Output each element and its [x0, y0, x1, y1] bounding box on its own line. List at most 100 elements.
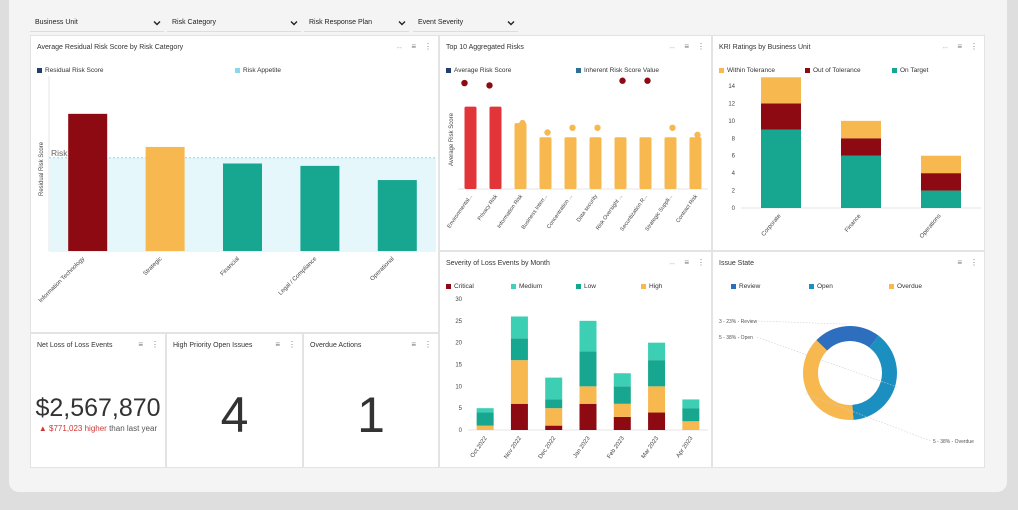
x-tick-label: Feb 2023	[606, 435, 626, 460]
filter-icon[interactable]: ≡	[684, 258, 689, 267]
panel-top10-risks: Top 10 Aggregated Risks ↔ ≡ ⋮ Average Risk…	[439, 35, 712, 251]
bar-segment	[841, 120, 881, 139]
x-tick-label: Finance	[844, 213, 863, 234]
expand-icon[interactable]: ↔	[395, 42, 404, 51]
bar-segment	[682, 408, 700, 422]
expand-icon[interactable]: ↔	[668, 42, 677, 51]
change-delta: ▲ $771,023 higher	[38, 424, 107, 433]
filter-label: Risk Response Plan	[309, 19, 373, 26]
y-tick-label: 20	[455, 341, 462, 347]
more-options-icon[interactable]: ⋮	[424, 340, 432, 349]
more-options-icon[interactable]: ⋮	[697, 258, 705, 267]
legend-item: High	[641, 283, 662, 290]
bar-segment	[682, 399, 700, 409]
legend-swatch	[511, 283, 516, 289]
bar-segment	[921, 155, 961, 174]
bar	[145, 146, 185, 251]
y-axis-title: Residual Risk Score	[39, 141, 45, 196]
panel-severity-loss-events: Severity of Loss Events by Month ↔ ≡ ⋮ Cri…	[439, 251, 712, 468]
more-options-icon[interactable]: ⋮	[970, 258, 978, 267]
bar-segment	[613, 416, 631, 430]
legend-item: On Target	[892, 67, 928, 74]
panel-overdue-actions: Overdue Actions ≡ ⋮ 1	[303, 333, 439, 468]
net-loss-value: $2,567,870	[35, 394, 161, 422]
bar	[514, 123, 527, 189]
expand-icon[interactable]: ↔	[668, 258, 677, 267]
filter-icon[interactable]: ≡	[684, 42, 689, 51]
donut-slice	[803, 340, 854, 420]
more-options-icon[interactable]: ⋮	[697, 42, 705, 51]
bar	[639, 137, 652, 189]
more-options-icon[interactable]: ⋮	[151, 340, 159, 349]
legend-swatch	[446, 283, 451, 289]
legend-item: Review	[731, 283, 760, 290]
x-tick-label: Operational	[370, 256, 396, 282]
point	[519, 119, 526, 127]
filter-label: Event Severity	[418, 19, 464, 26]
top10-chart: Average Risk Score Environmental... Privac…	[446, 77, 708, 232]
bar	[564, 137, 577, 189]
filter-icon[interactable]: ≡	[957, 258, 962, 267]
x-tick-label: Dec 2022	[538, 435, 558, 460]
bar	[223, 163, 262, 251]
more-options-icon[interactable]: ⋮	[424, 42, 432, 51]
filter-icon[interactable]: ≡	[275, 340, 280, 349]
bar	[489, 106, 502, 189]
y-tick-label: 10	[455, 384, 462, 390]
bar	[664, 137, 677, 189]
bar	[689, 137, 702, 189]
x-tick-label: Financial	[220, 256, 241, 277]
panel-avg-residual-risk: Average Residual Risk Score by Risk Cate…	[30, 35, 439, 333]
y-tick-label: 10	[728, 119, 735, 125]
point	[644, 77, 651, 84]
panel-title: High Priority Open Issues	[173, 342, 253, 349]
legend-swatch	[576, 67, 581, 73]
filter-icon[interactable]: ≡	[138, 340, 143, 349]
bar-segment	[648, 342, 666, 361]
bar-segment	[921, 190, 961, 208]
y-tick-label: 30	[455, 297, 462, 303]
filter-risk-category[interactable]: Risk Category	[167, 14, 301, 32]
panel-title: Overdue Actions	[310, 342, 362, 349]
leader-line	[756, 336, 898, 388]
chevron-down-icon	[153, 21, 161, 26]
filter-icon[interactable]: ≡	[957, 42, 962, 51]
legend-swatch	[576, 283, 581, 289]
filter-icon[interactable]: ≡	[411, 42, 416, 51]
slice-label: 3 - 23% - Review	[719, 319, 757, 325]
x-tick-label: Information Risk	[496, 194, 524, 230]
more-options-icon[interactable]: ⋮	[288, 340, 296, 349]
chevron-down-icon	[507, 21, 515, 26]
x-tick-label: Oct 2022	[470, 435, 489, 459]
bar	[539, 137, 552, 189]
filter-event-severity[interactable]: Event Severity	[413, 14, 518, 32]
kri-chart: 0 2 4 6 8 10 12 14 Corporate Finance Operations	[728, 77, 981, 240]
x-tick-label: Operations	[919, 213, 942, 239]
bar-segment	[510, 403, 528, 430]
legend-item: Within Tolerance	[719, 67, 775, 74]
expand-icon[interactable]: ↔	[941, 42, 950, 51]
legend-swatch	[892, 67, 897, 73]
x-tick-label: Contract Risk	[675, 194, 699, 225]
panel-title: Average Residual Risk Score by Risk Cate…	[37, 44, 184, 51]
point	[669, 124, 676, 131]
filter-business-unit[interactable]: Business Unit	[30, 14, 164, 32]
legend-item: Overdue	[889, 283, 922, 290]
panel-high-priority-issues: High Priority Open Issues ≡ ⋮ 4	[166, 333, 303, 468]
x-tick-label: Strategic Suppli...	[644, 193, 674, 232]
bar-segment	[613, 403, 631, 417]
bar	[300, 165, 340, 251]
point	[694, 131, 701, 139]
bar	[614, 137, 627, 189]
point	[544, 129, 551, 136]
more-options-icon[interactable]: ⋮	[970, 42, 978, 51]
x-tick-label: Mar 2023	[641, 435, 661, 460]
bar	[589, 137, 602, 189]
filter-icon[interactable]: ≡	[411, 340, 416, 349]
chevron-down-icon	[290, 21, 298, 26]
bar	[377, 180, 417, 251]
bar-segment	[510, 360, 528, 404]
filter-risk-response-plan[interactable]: Risk Response Plan	[304, 14, 409, 32]
bar-segment	[476, 412, 494, 426]
legend-item: Low	[576, 283, 596, 290]
